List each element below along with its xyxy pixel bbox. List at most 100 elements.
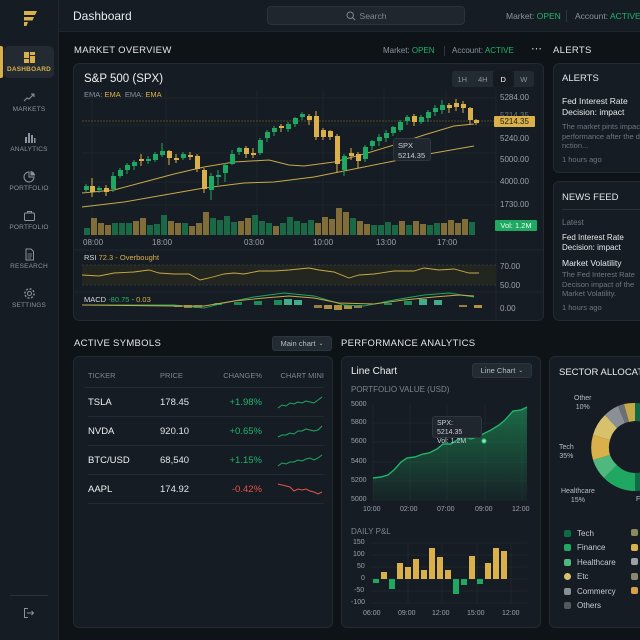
legend-swatch xyxy=(631,572,638,580)
search-input[interactable]: Search xyxy=(267,6,465,25)
dashboard-icon xyxy=(23,52,35,63)
timeframe-selector: 1H 4H D W xyxy=(452,71,534,87)
alerts-card-title: ALERTS xyxy=(562,73,599,84)
top-bar: Dashboard Search Market: OPEN Account: A… xyxy=(59,0,640,32)
main-chart-dropdown[interactable]: Main chart ⌄ xyxy=(272,336,332,351)
candlestick-chart[interactable] xyxy=(74,90,544,320)
divider xyxy=(84,387,324,388)
x-tick: 02:00 xyxy=(400,506,418,513)
table-row[interactable]: NVDA 920.10 +0.65% xyxy=(88,417,324,446)
x-tick: 09:00 xyxy=(398,610,416,617)
rsi-tick: 50.00 xyxy=(500,281,521,290)
portfolio-line-chart[interactable] xyxy=(341,395,541,515)
market-status-inline: Market: OPEN xyxy=(383,46,435,55)
performance-card-title: Line Chart xyxy=(351,366,398,377)
y-tick: 150 xyxy=(353,539,365,546)
legend-item: Finance xyxy=(564,541,616,556)
sector-label-finance: F xyxy=(636,496,640,503)
sector-allocation-title: SECTOR ALLOCATION xyxy=(559,367,640,378)
volume-tag: Vol: 1.2M xyxy=(495,220,537,231)
macd-label: MACD -80.75 - 0.03 xyxy=(84,295,151,304)
news-feed-card: NEWS FEED Latest Fed Interest Rate Decis… xyxy=(553,181,640,321)
x-tick: 10:00 xyxy=(313,238,334,247)
chart-title: S&P 500 (SPX) xyxy=(84,73,164,85)
price-tag: 5214.35 xyxy=(494,116,535,127)
x-tick: 17:00 xyxy=(437,238,458,247)
pnl-label: DAILY P&L xyxy=(351,527,391,536)
table-row[interactable]: AAPL 174.92 -0.42% xyxy=(88,475,324,504)
portfolio-tooltip: SPX: 5214.35 Vol: 1.2M xyxy=(432,416,482,445)
sparkline xyxy=(277,454,323,467)
active-symbols-title: ACTIVE SYMBOLS xyxy=(74,338,162,349)
tab-d[interactable]: D xyxy=(493,71,514,87)
divider xyxy=(444,46,445,56)
sector-legend-col2 xyxy=(631,529,638,594)
pie-chart-icon xyxy=(23,171,35,183)
logout-icon[interactable] xyxy=(23,607,35,619)
table-header: TICKER PRICE CHANGE% CHART MINI xyxy=(88,371,324,380)
document-icon xyxy=(25,248,34,261)
active-indicator xyxy=(0,46,3,78)
tab-w[interactable]: W xyxy=(520,74,528,84)
sidebar-item-settings[interactable]: SETTINGS xyxy=(4,282,54,314)
bar-chart-icon xyxy=(24,133,35,143)
news-headline[interactable]: Fed Interest Rate Decision: impact xyxy=(562,233,624,252)
news-feed-title: NEWS FEED xyxy=(562,192,619,203)
ema-legend: EMA: EMA EMA: EMA xyxy=(84,90,162,99)
sidebar-item-dashboard[interactable]: DASHBOARD xyxy=(4,46,54,78)
divider xyxy=(566,10,567,22)
divider xyxy=(562,209,640,210)
alerts-section-title: ALERTS xyxy=(553,45,592,56)
sector-donut-chart[interactable] xyxy=(580,400,640,500)
sector-label-tech: Tech 35% xyxy=(559,444,574,460)
table-row[interactable]: TSLA 178.45 +1.98% xyxy=(88,388,324,417)
tab-4h[interactable]: 4H xyxy=(477,74,488,84)
more-options-icon[interactable]: ⋯ xyxy=(531,43,542,55)
x-tick: 12:00 xyxy=(432,610,450,617)
page-title: Dashboard xyxy=(73,9,132,23)
legend-item: Commercy xyxy=(564,584,616,599)
sidebar-item-research[interactable]: RESEARCH xyxy=(4,243,54,275)
logo-icon xyxy=(24,11,37,26)
y-tick: 5214.35 xyxy=(500,111,529,120)
sparkline xyxy=(277,483,323,495)
y-tick: 5000 xyxy=(351,496,367,503)
table-row[interactable]: BTC/USD 68,540 +1.15% xyxy=(88,446,324,475)
y-tick: 4000.00 xyxy=(500,177,529,186)
sidebar-item-portfolio-2[interactable]: PORTFOLIO xyxy=(4,204,54,236)
sidebar-item-markets[interactable]: MARKETS xyxy=(4,86,54,118)
sidebar-item-analytics[interactable]: ANALYTICS xyxy=(4,126,54,158)
macd-tick: 0.00 xyxy=(500,304,516,313)
sector-legend: Tech Finance Healthcare Etc Commercy Oth… xyxy=(564,526,616,613)
active-symbols-card: TICKER PRICE CHANGE% CHART MINI TSLA 178… xyxy=(73,356,333,628)
performance-title: PERFORMANCE ANALYTICS xyxy=(341,338,476,349)
chart-type-dropdown[interactable]: Line Chart ⌄ xyxy=(472,363,532,378)
x-tick: 08:00 xyxy=(83,238,104,247)
tab-1h[interactable]: 1H xyxy=(457,74,468,84)
y-tick: 5200 xyxy=(351,477,367,484)
sidebar-divider xyxy=(10,595,48,596)
daily-pnl-chart[interactable] xyxy=(341,540,541,610)
chevron-down-icon: ⌄ xyxy=(518,368,524,374)
y-tick: -50 xyxy=(354,587,365,594)
sector-allocation-card: SECTOR ALLOCATION xyxy=(549,356,640,628)
alert-time: 1 hours ago xyxy=(562,155,602,164)
x-tick: 12:00 xyxy=(502,610,520,617)
y-tick: 100 xyxy=(353,551,365,558)
x-tick: 18:00 xyxy=(152,238,173,247)
chart-tooltip: SPX 5214.35 xyxy=(393,138,431,161)
legend-swatch xyxy=(631,558,638,565)
y-tick: 5000 xyxy=(351,401,367,408)
rsi-tick: 70.00 xyxy=(500,262,521,271)
sparkline xyxy=(277,425,323,438)
legend-item: Etc xyxy=(564,570,616,585)
alert-headline[interactable]: Fed Interest Rate Decision: impact xyxy=(562,96,628,117)
y-tick: 5800 xyxy=(351,419,367,426)
news-headline[interactable]: Market Volatility xyxy=(562,258,622,268)
x-tick: 12:00 xyxy=(512,506,530,513)
sidebar-item-portfolio[interactable]: PORTFOLIO xyxy=(4,165,54,197)
sidebar: DASHBOARD MARKETS ANALYTICS PORTFOLIO PO… xyxy=(0,0,59,640)
x-tick: 03:00 xyxy=(244,238,265,247)
portfolio-label: PORTFOLIO VALUE (USD) xyxy=(351,385,450,394)
chevron-down-icon: ⌄ xyxy=(318,341,324,347)
